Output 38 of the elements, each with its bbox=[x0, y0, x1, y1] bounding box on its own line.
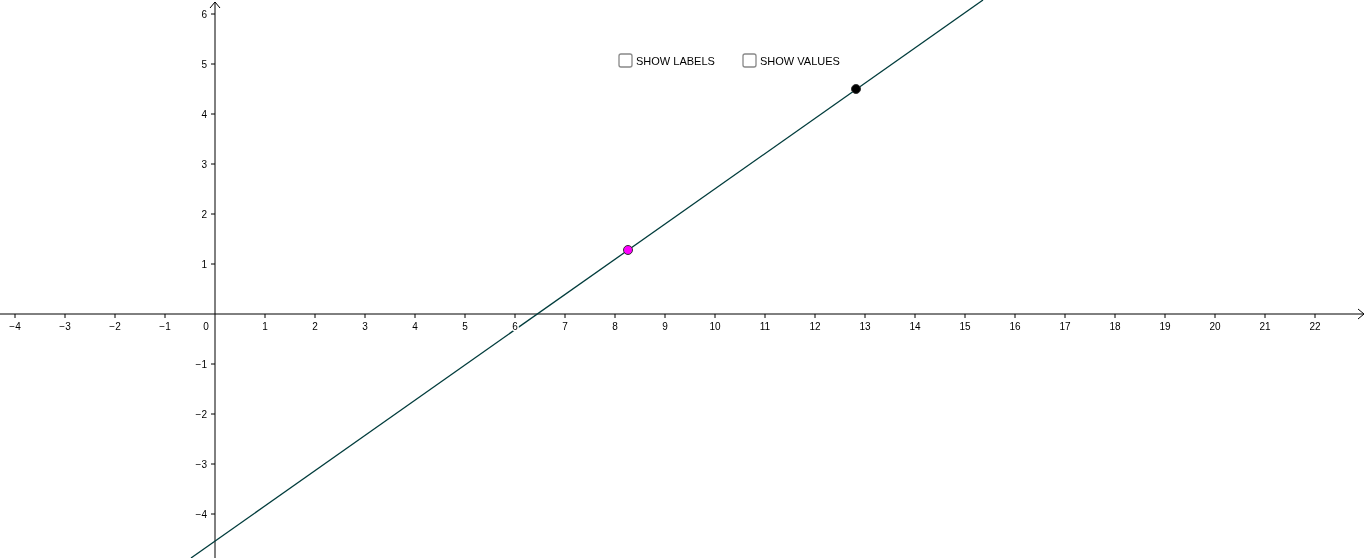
y-tick-label: −2 bbox=[195, 409, 208, 420]
annotation: SHOW VALUES bbox=[760, 55, 840, 67]
x-tick-label: 11 bbox=[759, 321, 771, 332]
x-tick-label: 1 bbox=[262, 321, 269, 332]
x-tick-label: 8 bbox=[612, 321, 619, 332]
x-tick-label: 12 bbox=[809, 321, 821, 332]
x-tick-label: 21 bbox=[1259, 321, 1271, 332]
y-tick-label: −3 bbox=[195, 459, 208, 470]
x-tick-label: 0 bbox=[203, 321, 210, 332]
y-tick-label: 4 bbox=[201, 109, 208, 120]
y-tick-label: 1 bbox=[201, 259, 208, 270]
x-tick-label: 4 bbox=[412, 321, 419, 332]
annotation: SHOW LABELS bbox=[636, 55, 715, 67]
y-tick-label: 5 bbox=[201, 59, 208, 70]
x-tick-label: 17 bbox=[1059, 321, 1071, 332]
x-tick-label: 19 bbox=[1159, 321, 1171, 332]
x-tick-label: 10 bbox=[709, 321, 721, 332]
y-tick-label: 2 bbox=[201, 209, 208, 220]
x-tick-label: 15 bbox=[959, 321, 971, 332]
x-tick-label: 13 bbox=[859, 321, 871, 332]
x-tick-label: 18 bbox=[1109, 321, 1121, 332]
y-tick-label: −1 bbox=[195, 359, 208, 370]
x-tick-label: 22 bbox=[1309, 321, 1321, 332]
x-tick-label: 7 bbox=[562, 321, 569, 332]
x-tick-label: −3 bbox=[59, 321, 72, 332]
x-tick-label: −1 bbox=[159, 321, 172, 332]
x-tick-label: 16 bbox=[1009, 321, 1021, 332]
y-tick-label: 6 bbox=[201, 9, 208, 20]
x-tick-label: −2 bbox=[109, 321, 122, 332]
x-tick-label: −4 bbox=[9, 321, 22, 332]
y-tick-label: −4 bbox=[195, 509, 208, 520]
y-tick-label: 3 bbox=[201, 159, 208, 170]
x-tick-label: 9 bbox=[662, 321, 669, 332]
x-tick-label: 14 bbox=[909, 321, 921, 332]
x-tick-label: 5 bbox=[462, 321, 469, 332]
x-tick-label: 3 bbox=[362, 321, 369, 332]
x-tick-label: 2 bbox=[312, 321, 319, 332]
x-tick-label: 20 bbox=[1209, 321, 1221, 332]
